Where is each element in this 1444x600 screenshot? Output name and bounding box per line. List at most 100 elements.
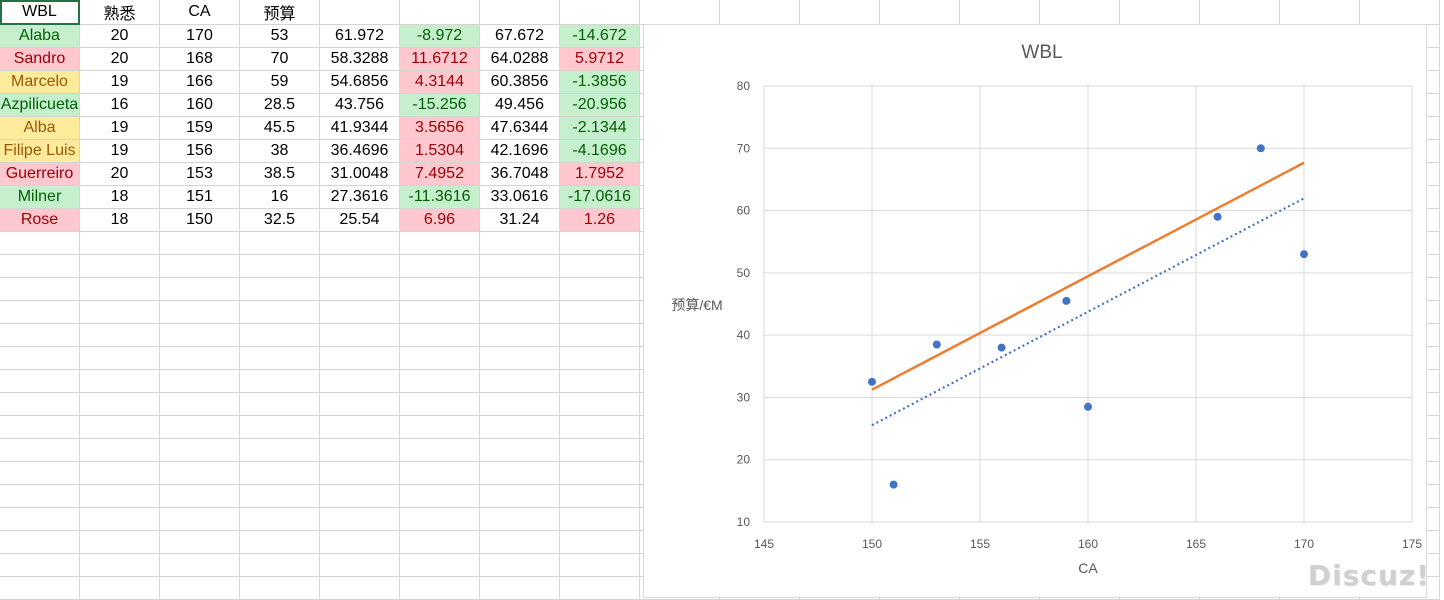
data-cell-v2[interactable]: 67.672 — [479, 24, 560, 48]
empty-cell[interactable] — [159, 254, 240, 278]
data-cell-name[interactable]: Milner — [0, 185, 80, 209]
data-cell-v2[interactable]: 31.24 — [479, 208, 560, 232]
data-cell-d2[interactable]: -2.1344 — [559, 116, 640, 140]
empty-cell[interactable] — [559, 392, 640, 416]
empty-cell[interactable] — [159, 461, 240, 485]
empty-cell[interactable] — [479, 369, 560, 393]
empty-cell[interactable] — [719, 0, 800, 25]
empty-cell[interactable] — [559, 346, 640, 370]
empty-cell[interactable] — [479, 323, 560, 347]
data-cell-v1[interactable]: 36.4696 — [319, 139, 400, 163]
empty-cell[interactable] — [399, 300, 480, 324]
empty-cell[interactable] — [159, 323, 240, 347]
empty-cell[interactable] — [479, 300, 560, 324]
empty-cell[interactable] — [79, 553, 160, 577]
empty-cell[interactable] — [399, 553, 480, 577]
data-cell-ca[interactable]: 156 — [159, 139, 240, 163]
empty-cell[interactable] — [559, 438, 640, 462]
data-cell-d2[interactable]: -14.672 — [559, 24, 640, 48]
empty-cell[interactable] — [239, 484, 320, 508]
empty-cell[interactable] — [319, 300, 400, 324]
empty-cell[interactable] — [0, 254, 80, 278]
empty-cell[interactable] — [159, 553, 240, 577]
empty-cell[interactable] — [79, 300, 160, 324]
data-cell-d1[interactable]: -11.3616 — [399, 185, 480, 209]
data-cell-d1[interactable]: -8.972 — [399, 24, 480, 48]
data-cell-budget[interactable]: 70 — [239, 47, 320, 71]
empty-cell[interactable] — [1359, 0, 1440, 25]
data-cell-budget[interactable]: 53 — [239, 24, 320, 48]
empty-cell[interactable] — [319, 438, 400, 462]
empty-cell[interactable] — [479, 461, 560, 485]
data-cell-budget[interactable]: 28.5 — [239, 93, 320, 117]
empty-cell[interactable] — [239, 254, 320, 278]
empty-cell[interactable] — [239, 231, 320, 255]
empty-cell[interactable] — [559, 254, 640, 278]
data-cell-fam[interactable]: 20 — [79, 162, 160, 186]
data-cell-d2[interactable]: 1.26 — [559, 208, 640, 232]
data-cell-d2[interactable]: -17.0616 — [559, 185, 640, 209]
header-cell[interactable]: 熟悉 — [79, 0, 160, 25]
empty-cell[interactable] — [239, 576, 320, 600]
data-cell-v2[interactable]: 33.0616 — [479, 185, 560, 209]
header-cell[interactable]: 预算 — [239, 0, 320, 25]
data-cell-name[interactable]: Azpilicueta — [0, 93, 80, 117]
empty-cell[interactable] — [239, 369, 320, 393]
data-cell-fam[interactable]: 20 — [79, 47, 160, 71]
empty-cell[interactable] — [479, 484, 560, 508]
empty-cell[interactable] — [79, 392, 160, 416]
empty-cell[interactable] — [319, 415, 400, 439]
data-cell-budget[interactable]: 59 — [239, 70, 320, 94]
empty-cell[interactable] — [399, 346, 480, 370]
empty-cell[interactable] — [239, 346, 320, 370]
data-cell-name[interactable]: Filipe Luis — [0, 139, 80, 163]
data-cell-v1[interactable]: 61.972 — [319, 24, 400, 48]
header-cell[interactable] — [479, 0, 560, 25]
empty-cell[interactable] — [79, 507, 160, 531]
empty-cell[interactable] — [399, 369, 480, 393]
empty-cell[interactable] — [559, 300, 640, 324]
empty-cell[interactable] — [159, 300, 240, 324]
empty-cell[interactable] — [79, 438, 160, 462]
empty-cell[interactable] — [399, 392, 480, 416]
data-cell-v2[interactable]: 47.6344 — [479, 116, 560, 140]
data-cell-fam[interactable]: 19 — [79, 70, 160, 94]
empty-cell[interactable] — [399, 530, 480, 554]
empty-cell[interactable] — [159, 438, 240, 462]
empty-cell[interactable] — [239, 392, 320, 416]
empty-cell[interactable] — [0, 300, 80, 324]
data-cell-name[interactable]: Rose — [0, 208, 80, 232]
empty-cell[interactable] — [0, 530, 80, 554]
data-cell-ca[interactable]: 160 — [159, 93, 240, 117]
data-cell-fam[interactable]: 19 — [79, 139, 160, 163]
scatter-chart[interactable]: 10 20 30 40 50 60 70 80 145 150 155 160 165 170 175 W… — [643, 24, 1427, 598]
empty-cell[interactable] — [239, 323, 320, 347]
empty-cell[interactable] — [479, 530, 560, 554]
empty-cell[interactable] — [399, 576, 480, 600]
empty-cell[interactable] — [319, 461, 400, 485]
empty-cell[interactable] — [559, 277, 640, 301]
empty-cell[interactable] — [159, 484, 240, 508]
empty-cell[interactable] — [239, 461, 320, 485]
empty-cell[interactable] — [319, 277, 400, 301]
data-cell-ca[interactable]: 153 — [159, 162, 240, 186]
data-cell-d1[interactable]: 4.3144 — [399, 70, 480, 94]
empty-cell[interactable] — [79, 484, 160, 508]
data-cell-v1[interactable]: 25.54 — [319, 208, 400, 232]
data-cell-name[interactable]: Alaba — [0, 24, 80, 48]
empty-cell[interactable] — [1199, 0, 1280, 25]
data-cell-name[interactable]: Alba — [0, 116, 80, 140]
empty-cell[interactable] — [0, 507, 80, 531]
header-cell[interactable] — [559, 0, 640, 25]
empty-cell[interactable] — [559, 530, 640, 554]
empty-cell[interactable] — [0, 553, 80, 577]
data-cell-d1[interactable]: 3.5656 — [399, 116, 480, 140]
empty-cell[interactable] — [319, 507, 400, 531]
empty-cell[interactable] — [479, 392, 560, 416]
empty-cell[interactable] — [479, 254, 560, 278]
empty-cell[interactable] — [479, 553, 560, 577]
empty-cell[interactable] — [559, 507, 640, 531]
empty-cell[interactable] — [0, 415, 80, 439]
empty-cell[interactable] — [0, 576, 80, 600]
empty-cell[interactable] — [79, 254, 160, 278]
